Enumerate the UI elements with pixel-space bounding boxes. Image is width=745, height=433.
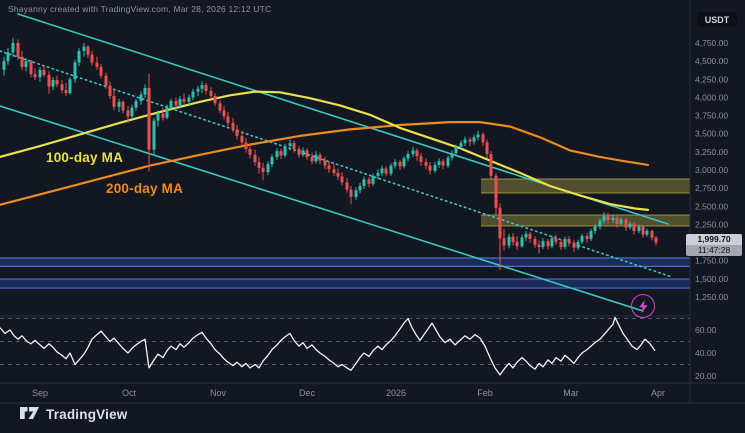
- zone-support-lower: [0, 279, 690, 289]
- last-price-label: 1,999.70 11:47:28: [686, 234, 742, 256]
- svg-text:Feb: Feb: [477, 388, 493, 398]
- channel-lower: [0, 105, 644, 312]
- svg-text:3,500.00: 3,500.00: [695, 129, 728, 139]
- channel-mid: [0, 50, 673, 278]
- svg-text:Dec: Dec: [299, 388, 316, 398]
- tradingview-mark-icon: [20, 407, 39, 419]
- svg-text:40.00: 40.00: [695, 348, 717, 358]
- svg-text:3,250.00: 3,250.00: [695, 147, 728, 157]
- svg-text:Sep: Sep: [32, 388, 48, 398]
- zone-resistance-upper: [481, 178, 690, 194]
- rsi-levels: [0, 318, 690, 365]
- svg-text:4,250.00: 4,250.00: [695, 74, 728, 84]
- svg-text:1,250.00: 1,250.00: [695, 292, 728, 302]
- ma100-label: 100-day MA: [46, 150, 124, 165]
- svg-text:20.00: 20.00: [695, 371, 717, 381]
- svg-text:1,750.00: 1,750.00: [695, 256, 728, 266]
- attribution-text: Shayanny created with TradingView.com, M…: [8, 4, 272, 14]
- svg-text:4,500.00: 4,500.00: [695, 56, 728, 66]
- time-axis[interactable]: Sep Oct Nov Dec 2026 Feb Mar Apr: [32, 388, 665, 398]
- svg-text:Nov: Nov: [210, 388, 227, 398]
- svg-text:60.00: 60.00: [695, 325, 717, 335]
- support-resistance-zones: [0, 178, 690, 289]
- svg-text:2,750.00: 2,750.00: [695, 183, 728, 193]
- pane-borders: [0, 0, 745, 404]
- ma-100-line: [0, 90, 650, 211]
- svg-text:3,750.00: 3,750.00: [695, 111, 728, 121]
- svg-text:2026: 2026: [386, 388, 406, 398]
- svg-text:Mar: Mar: [563, 388, 579, 398]
- quote-currency-badge: USDT: [697, 12, 737, 27]
- svg-text:4,750.00: 4,750.00: [695, 38, 728, 48]
- last-price-value: 1,999.70: [686, 234, 742, 245]
- svg-text:3,000.00: 3,000.00: [695, 165, 728, 175]
- ma200-label: 200-day MA: [106, 181, 184, 196]
- svg-text:Oct: Oct: [122, 388, 137, 398]
- zone-resistance-lower: [481, 214, 690, 227]
- bar-countdown: 11:47:28: [686, 245, 742, 256]
- ma-200-line: [0, 120, 650, 206]
- tradingview-wordmark: TradingView: [46, 407, 128, 422]
- svg-text:2,250.00: 2,250.00: [695, 219, 728, 229]
- svg-text:Apr: Apr: [651, 388, 665, 398]
- tradingview-logo[interactable]: TradingView: [20, 407, 127, 422]
- candlestick-series: [2, 37, 658, 271]
- zone-support-upper: [0, 258, 690, 267]
- svg-text:4,000.00: 4,000.00: [695, 92, 728, 102]
- svg-text:1,500.00: 1,500.00: [695, 274, 728, 284]
- rsi-line: [0, 316, 656, 376]
- flash-drawing-badge[interactable]: [631, 294, 655, 318]
- lightning-icon: [638, 299, 648, 313]
- price-axis[interactable]: 4,750.00 4,500.00 4,250.00 4,000.00 3,750.00…: [695, 38, 728, 381]
- svg-text:2,500.00: 2,500.00: [695, 201, 728, 211]
